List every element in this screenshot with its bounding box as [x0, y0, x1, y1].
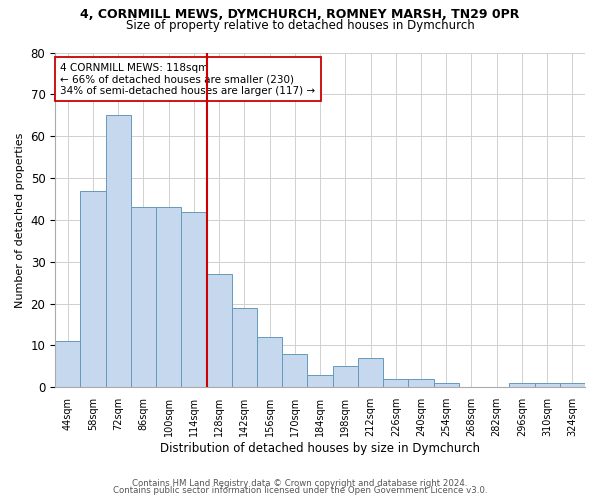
Text: 4, CORNMILL MEWS, DYMCHURCH, ROMNEY MARSH, TN29 0PR: 4, CORNMILL MEWS, DYMCHURCH, ROMNEY MARS…: [80, 8, 520, 20]
Text: Size of property relative to detached houses in Dymchurch: Size of property relative to detached ho…: [125, 19, 475, 32]
Bar: [80, 190, 106, 388]
Bar: [509, 383, 535, 388]
Bar: [409, 379, 434, 388]
Y-axis label: Number of detached properties: Number of detached properties: [15, 132, 25, 308]
Bar: [156, 208, 181, 388]
Bar: [332, 366, 358, 388]
Text: 4 CORNMILL MEWS: 118sqm
← 66% of detached houses are smaller (230)
34% of semi-d: 4 CORNMILL MEWS: 118sqm ← 66% of detache…: [61, 62, 316, 96]
Bar: [131, 208, 156, 388]
Bar: [434, 383, 459, 388]
Bar: [307, 375, 332, 388]
Bar: [181, 212, 206, 388]
Bar: [232, 308, 257, 388]
X-axis label: Distribution of detached houses by size in Dymchurch: Distribution of detached houses by size …: [160, 442, 480, 455]
Bar: [55, 342, 80, 388]
Bar: [358, 358, 383, 388]
Bar: [560, 383, 585, 388]
Bar: [282, 354, 307, 388]
Bar: [535, 383, 560, 388]
Text: Contains public sector information licensed under the Open Government Licence v3: Contains public sector information licen…: [113, 486, 487, 495]
Text: Contains HM Land Registry data © Crown copyright and database right 2024.: Contains HM Land Registry data © Crown c…: [132, 478, 468, 488]
Bar: [106, 116, 131, 388]
Bar: [257, 337, 282, 388]
Bar: [383, 379, 409, 388]
Bar: [206, 274, 232, 388]
